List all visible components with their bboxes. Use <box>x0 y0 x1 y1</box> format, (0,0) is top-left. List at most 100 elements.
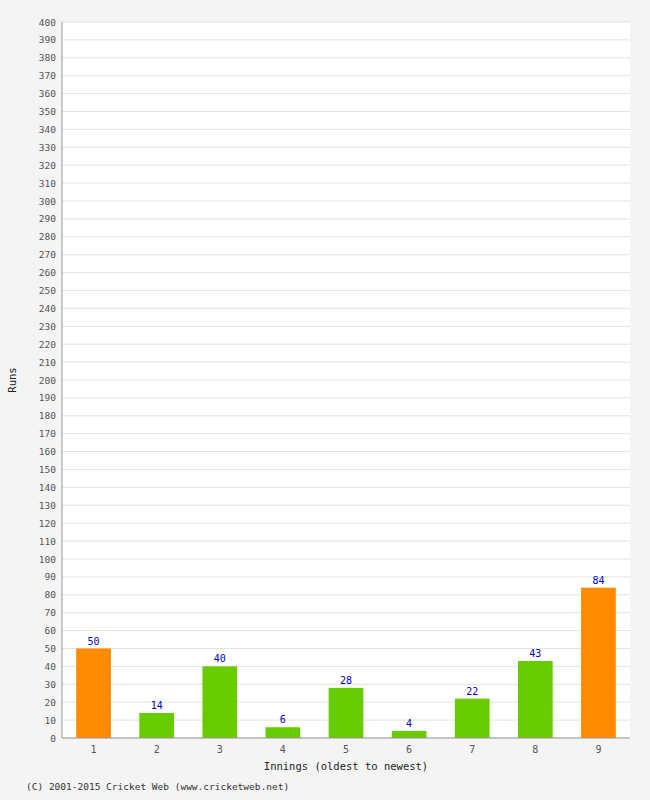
grid-line <box>62 344 630 345</box>
y-tick-label: 80 <box>45 589 57 600</box>
data-labels: 5014406284224384 <box>88 575 605 729</box>
y-axis-line <box>62 22 63 738</box>
grid-line <box>62 469 630 470</box>
grid-line <box>62 290 630 291</box>
y-tick-label: 160 <box>39 446 56 457</box>
grid-line <box>62 559 630 560</box>
grid-line <box>62 362 630 363</box>
grid-line <box>62 505 630 506</box>
y-ticks: 0102030405060708090100110120130140150160… <box>39 17 56 744</box>
y-tick-label: 120 <box>39 518 56 529</box>
y-tick-label: 240 <box>39 303 56 314</box>
grid-line <box>62 147 630 148</box>
data-label: 40 <box>214 653 226 664</box>
y-tick-label: 140 <box>39 482 56 493</box>
grid-line <box>62 201 630 202</box>
grid-line <box>62 612 630 613</box>
grid-line <box>62 326 630 327</box>
y-tick-label: 330 <box>39 142 56 153</box>
bar <box>76 649 111 739</box>
bar <box>392 731 427 738</box>
y-tick-label: 20 <box>45 697 57 708</box>
y-tick-label: 270 <box>39 249 56 260</box>
plot-background <box>62 22 630 738</box>
y-tick-label: 380 <box>39 52 56 63</box>
data-label: 4 <box>406 718 412 729</box>
y-tick-label: 10 <box>45 715 57 726</box>
y-tick-label: 0 <box>50 733 56 744</box>
grid-line <box>62 380 630 381</box>
bar <box>581 588 616 738</box>
y-tick-label: 260 <box>39 267 56 278</box>
grid-line <box>62 648 630 649</box>
grid-line <box>62 738 630 739</box>
y-tick-label: 110 <box>39 536 56 547</box>
y-tick-label: 70 <box>45 607 57 618</box>
x-tick-label: 8 <box>532 744 538 755</box>
grid-line <box>62 523 630 524</box>
y-tick-label: 150 <box>39 464 56 475</box>
grid-line <box>62 415 630 416</box>
data-label: 28 <box>340 675 352 686</box>
y-axis-label: Runs <box>6 367 18 392</box>
grid-line <box>62 39 630 40</box>
y-tick-label: 230 <box>39 321 56 332</box>
grid-line <box>62 594 630 595</box>
y-tick-label: 250 <box>39 285 56 296</box>
y-tick-label: 200 <box>39 375 56 386</box>
data-label: 43 <box>529 648 541 659</box>
grid-line <box>62 576 630 577</box>
y-tick-label: 360 <box>39 88 56 99</box>
x-tick-label: 2 <box>154 744 160 755</box>
chart-svg: 0102030405060708090100110120130140150160… <box>0 0 650 800</box>
y-tick-label: 180 <box>39 410 56 421</box>
y-tick-label: 60 <box>45 625 57 636</box>
data-label: 22 <box>466 686 478 697</box>
x-tick-label: 1 <box>91 744 97 755</box>
data-label: 84 <box>592 575 604 586</box>
x-tick-label: 5 <box>343 744 349 755</box>
grid-line <box>62 308 630 309</box>
y-grid <box>62 22 630 738</box>
bar <box>266 727 301 738</box>
grid-line <box>62 630 630 631</box>
x-tick-label: 6 <box>406 744 412 755</box>
y-tick-label: 100 <box>39 554 56 565</box>
grid-line <box>62 111 630 112</box>
grid-line <box>62 75 630 76</box>
y-tick-label: 170 <box>39 428 56 439</box>
grid-line <box>62 183 630 184</box>
y-tick-label: 390 <box>39 34 56 45</box>
grid-line <box>62 93 630 94</box>
grid-line <box>62 22 630 23</box>
y-tick-label: 130 <box>39 500 56 511</box>
grid-line <box>62 272 630 273</box>
grid-line <box>62 165 630 166</box>
grid-line <box>62 236 630 237</box>
y-tick-label: 50 <box>45 643 57 654</box>
x-tick-label: 3 <box>217 744 223 755</box>
grid-line <box>62 218 630 219</box>
y-tick-label: 370 <box>39 70 56 81</box>
x-ticks: 1 2 3 4 5 6 7 8 9 <box>91 744 602 755</box>
bar <box>455 699 490 738</box>
grid-line <box>62 451 630 452</box>
bar <box>518 661 553 738</box>
grid-line <box>62 254 630 255</box>
x-tick-label: 9 <box>595 744 601 755</box>
bar <box>202 666 237 738</box>
data-label: 50 <box>88 636 100 647</box>
chart-container: 0102030405060708090100110120130140150160… <box>0 0 650 800</box>
x-tick-label: 7 <box>469 744 475 755</box>
bars <box>76 588 616 738</box>
footer-note: (C) 2001-2015 Cricket Web (www.cricketwe… <box>26 781 289 792</box>
y-tick-label: 320 <box>39 160 56 171</box>
x-tick-label: 4 <box>280 744 286 755</box>
y-tick-label: 30 <box>45 679 57 690</box>
data-label: 14 <box>151 700 163 711</box>
y-tick-label: 90 <box>45 571 57 582</box>
grid-line <box>62 129 630 130</box>
grid-line <box>62 541 630 542</box>
grid-line <box>62 487 630 488</box>
y-tick-label: 220 <box>39 339 56 350</box>
